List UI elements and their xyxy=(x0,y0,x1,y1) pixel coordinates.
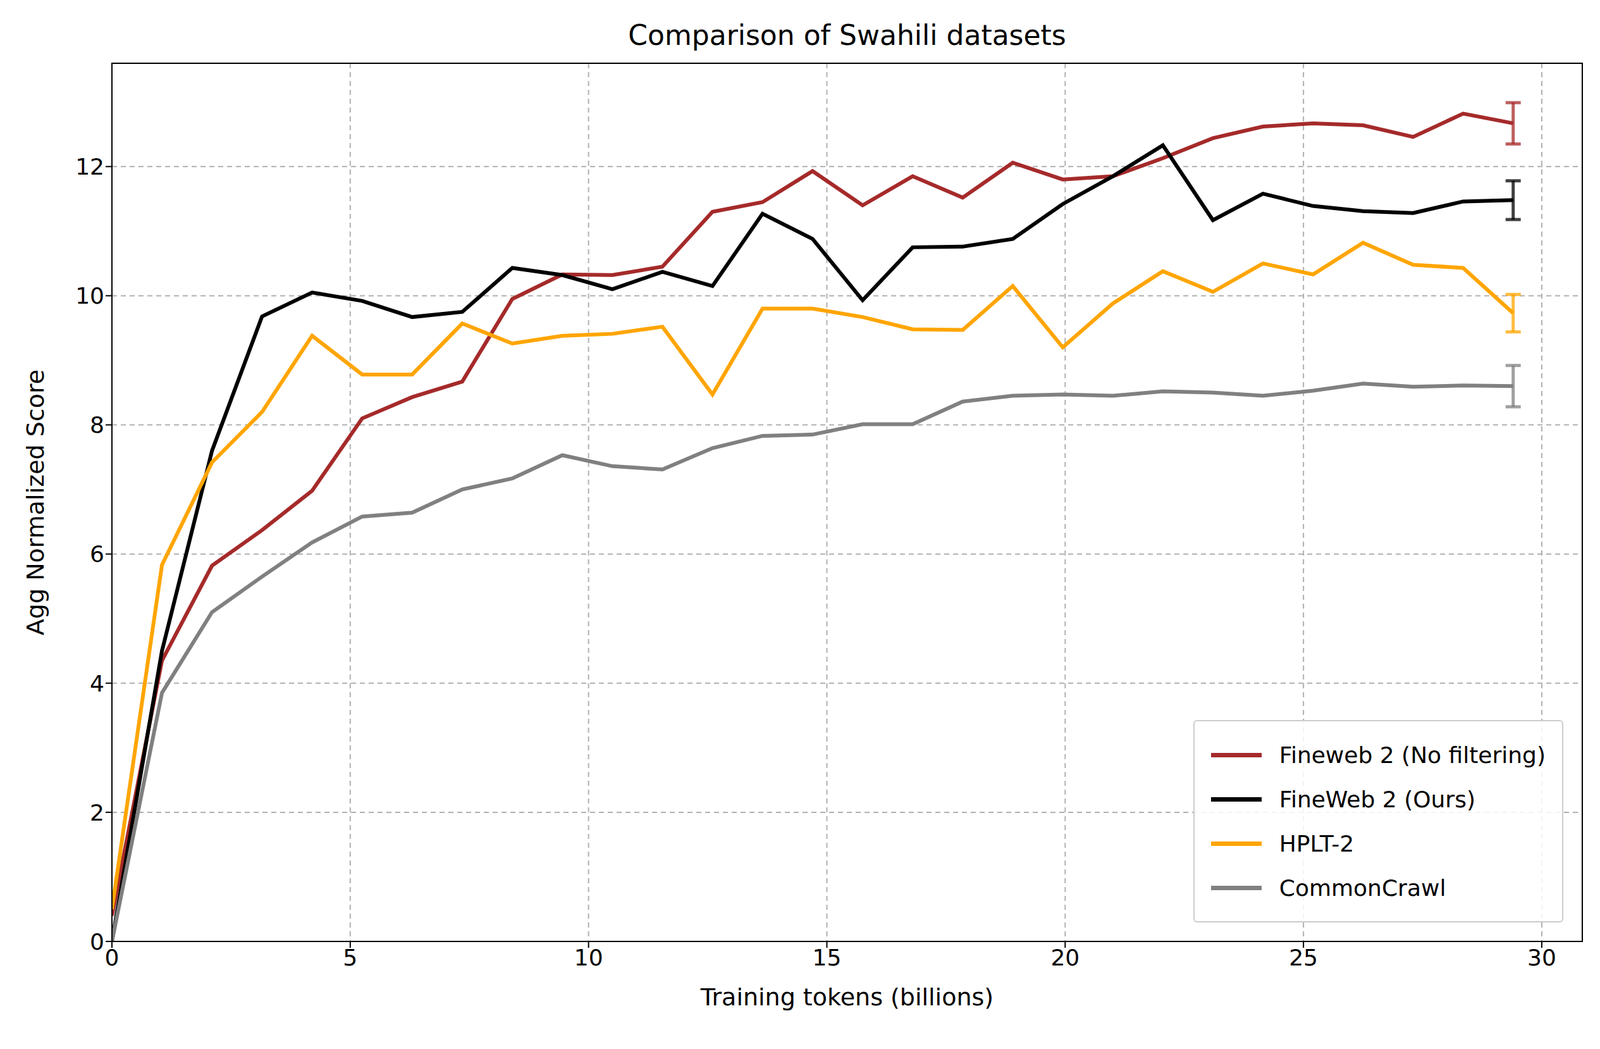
html-text:Comparison of Swahili datasets: Comparison of Swahili datasets xyxy=(628,18,1067,52)
svg-text:25: 25 xyxy=(1288,944,1318,971)
svg-text:5: 5 xyxy=(342,944,358,971)
html-text:Agg Normalized Score: Agg Normalized Score xyxy=(21,369,50,636)
svg-text:12: 12 xyxy=(75,153,105,180)
html-text:FineWeb 2 (Ours): FineWeb 2 (Ours) xyxy=(1279,785,1476,812)
svg-text:10: 10 xyxy=(574,944,604,971)
html-text:Fineweb 2 (No filtering): Fineweb 2 (No filtering) xyxy=(1279,741,1546,768)
svg-text:0: 0 xyxy=(89,928,105,955)
svg-text:2: 2 xyxy=(89,799,105,826)
svg-text:10: 10 xyxy=(75,282,105,309)
svg-text:30: 30 xyxy=(1527,944,1557,971)
html-text:HPLT-2: HPLT-2 xyxy=(1279,830,1355,856)
html-text:CommonCrawl: CommonCrawl xyxy=(1279,874,1446,901)
svg-text:8: 8 xyxy=(89,411,105,438)
svg-text:0: 0 xyxy=(104,944,120,971)
svg-text:6: 6 xyxy=(89,540,105,567)
svg-text:20: 20 xyxy=(1050,944,1080,971)
svg-text:15: 15 xyxy=(812,944,842,971)
svg-text:4: 4 xyxy=(89,670,105,697)
html-text:Training tokens (billions): Training tokens (billions) xyxy=(700,982,994,1011)
